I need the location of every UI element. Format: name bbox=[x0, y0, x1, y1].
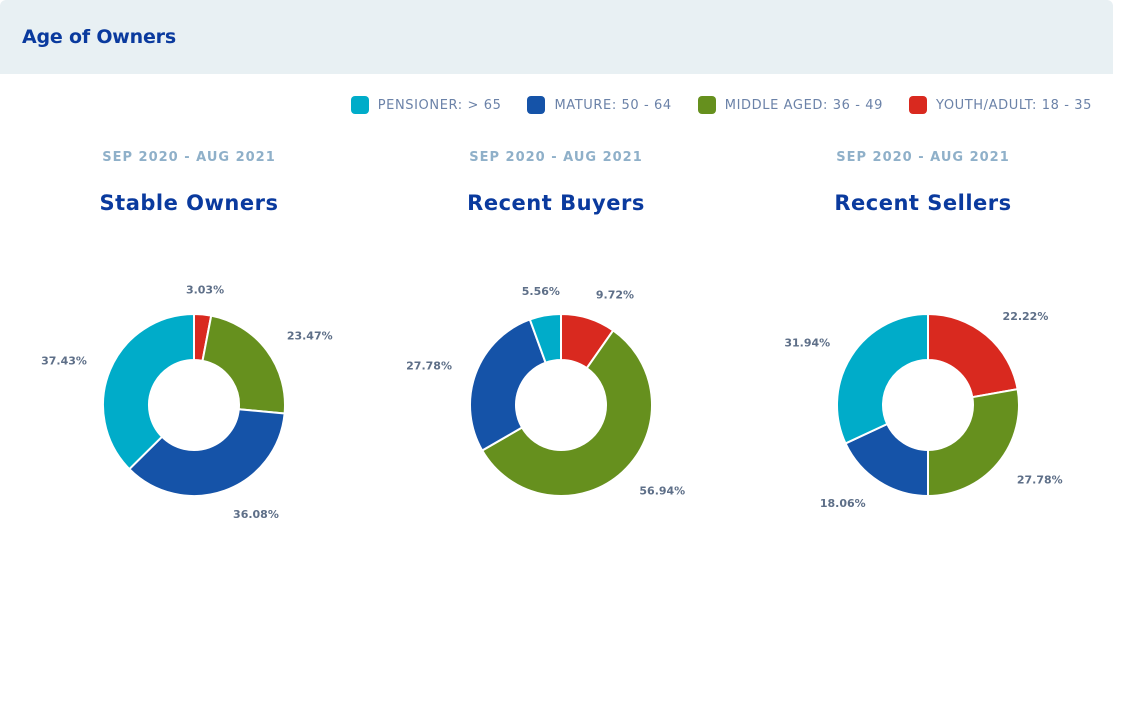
card-header: Age of Owners bbox=[0, 0, 1113, 74]
slice-value-label: 9.72% bbox=[596, 288, 634, 301]
donut-slice[interactable] bbox=[927, 312, 1019, 399]
slice-value-label: 3.03% bbox=[186, 284, 224, 297]
legend-label: PENSIONER: > 65 bbox=[377, 97, 502, 113]
card-title: Age of Owners bbox=[22, 26, 176, 48]
legend-swatch bbox=[697, 96, 716, 114]
chart-panel-stable-owners: SEP 2020 - AUG 2021 Stable Owners bbox=[24, 150, 354, 215]
chart-panel-recent-buyers: SEP 2020 - AUG 2021 Recent Buyers bbox=[391, 150, 721, 215]
donut-chart-recent-sellers: 22.22% 27.78% 18.06% 31.94% bbox=[784, 310, 1063, 510]
legend-swatch bbox=[908, 96, 927, 114]
donut-slice[interactable] bbox=[469, 318, 547, 452]
legend-item-middle-aged[interactable]: MIDDLE AGED: 36 - 49 bbox=[697, 96, 883, 114]
donut-slice[interactable] bbox=[480, 329, 653, 497]
slice-value-label: 22.22% bbox=[1003, 310, 1049, 323]
slice-value-label: 37.43% bbox=[41, 354, 87, 367]
donut-slice[interactable] bbox=[836, 312, 929, 445]
donut-slice[interactable] bbox=[102, 312, 195, 471]
slice-value-label: 31.94% bbox=[784, 337, 830, 350]
legend-item-pensioner[interactable]: PENSIONER: > 65 bbox=[350, 96, 502, 114]
chart-title: Stable Owners bbox=[99, 191, 279, 215]
donut-chart-recent-buyers: 9.72% 56.94% 27.78% 5.56% bbox=[406, 285, 685, 498]
legend-label: YOUTH/ADULT: 18 - 35 bbox=[935, 97, 1092, 113]
slice-value-label: 18.06% bbox=[820, 497, 866, 510]
donut-slice[interactable] bbox=[201, 314, 286, 415]
slice-value-label: 27.78% bbox=[1017, 474, 1063, 487]
donut-slice[interactable] bbox=[127, 408, 286, 497]
donut-slice[interactable] bbox=[927, 388, 1020, 498]
chart-period: SEP 2020 - AUG 2021 bbox=[102, 150, 276, 165]
donut-chart-stable-owners: 3.03% 23.47% 36.08% 37.43% bbox=[41, 284, 333, 522]
donut-slice[interactable] bbox=[528, 312, 562, 364]
legend-label: MIDDLE AGED: 36 - 49 bbox=[724, 97, 883, 113]
chart-panel-recent-sellers: SEP 2020 - AUG 2021 Recent Sellers bbox=[758, 150, 1088, 215]
chart-title: Recent Buyers bbox=[467, 191, 645, 215]
chart-period: SEP 2020 - AUG 2021 bbox=[836, 150, 1010, 165]
slice-value-label: 23.47% bbox=[287, 329, 333, 342]
chart-title: Recent Sellers bbox=[834, 191, 1012, 215]
slice-value-label: 5.56% bbox=[522, 285, 560, 298]
legend-label: MATURE: 50 - 64 bbox=[554, 97, 672, 113]
legend-item-youth-adult[interactable]: YOUTH/ADULT: 18 - 35 bbox=[908, 96, 1092, 114]
slice-value-label: 56.94% bbox=[639, 485, 685, 498]
chart-legend: PENSIONER: > 65 MATURE: 50 - 64 MIDDLE A… bbox=[350, 96, 1092, 114]
legend-swatch bbox=[527, 96, 546, 114]
legend-swatch bbox=[350, 96, 369, 114]
chart-period: SEP 2020 - AUG 2021 bbox=[469, 150, 643, 165]
slice-value-label: 27.78% bbox=[406, 359, 452, 372]
slice-value-label: 36.08% bbox=[233, 508, 279, 521]
legend-item-mature[interactable]: MATURE: 50 - 64 bbox=[527, 96, 671, 114]
